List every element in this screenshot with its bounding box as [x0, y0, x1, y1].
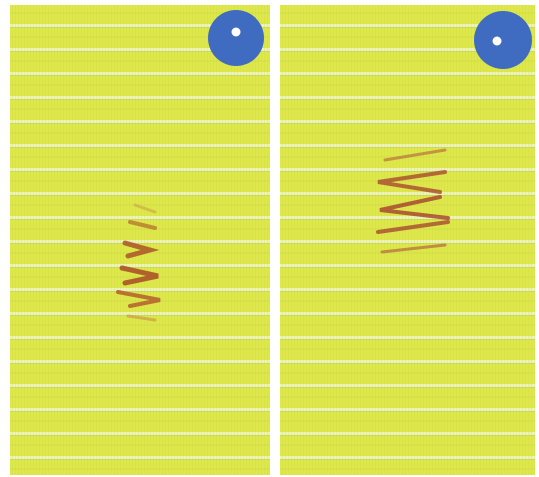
page [0, 0, 539, 477]
panel-texture [10, 5, 270, 475]
marker-dot [232, 28, 241, 37]
right-panel [280, 5, 535, 475]
marker-circle [208, 10, 264, 66]
marker-circle [474, 11, 532, 69]
left-panel [10, 5, 270, 475]
panel-texture [280, 5, 535, 475]
marker-dot [493, 37, 502, 46]
image [0, 0, 539, 477]
